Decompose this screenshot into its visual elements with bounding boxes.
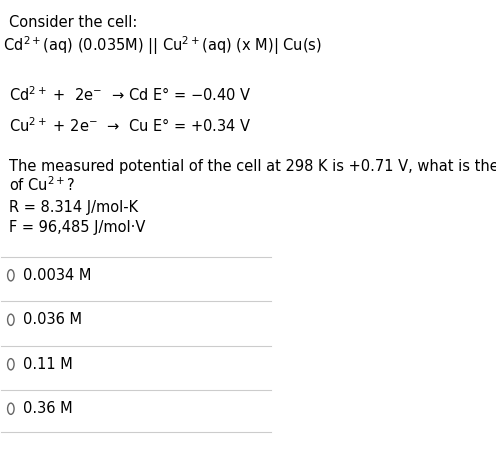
Text: Cd$^{2+}$ +  2e$^{-}$  → Cd E° = −0.40 V: Cd$^{2+}$ + 2e$^{-}$ → Cd E° = −0.40 V [9,86,252,105]
Text: 0.0034 M: 0.0034 M [23,268,91,283]
Text: R = 8.314 J/mol-K: R = 8.314 J/mol-K [9,200,138,215]
Text: 0.11 M: 0.11 M [23,357,73,372]
Text: 0.36 M: 0.36 M [23,401,72,416]
Text: The measured potential of the cell at 298 K is +0.71 V, what is the concentratio: The measured potential of the cell at 29… [9,159,496,174]
Text: of Cu$^{2+}$?: of Cu$^{2+}$? [9,176,76,194]
Text: Cd(s) | Cd$^{2+}$(aq) (0.035M) || Cu$^{2+}$(aq) (x M)| Cu(s): Cd(s) | Cd$^{2+}$(aq) (0.035M) || Cu$^{2… [0,34,322,57]
Text: Cu$^{2+}$ + 2e$^{-}$  →  Cu E° = +0.34 V: Cu$^{2+}$ + 2e$^{-}$ → Cu E° = +0.34 V [9,116,252,135]
Text: F = 96,485 J/mol·V: F = 96,485 J/mol·V [9,219,146,235]
Text: Consider the cell:: Consider the cell: [9,15,138,30]
Text: 0.036 M: 0.036 M [23,312,82,327]
